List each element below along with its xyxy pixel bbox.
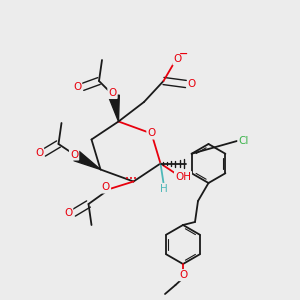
Text: O: O xyxy=(64,208,72,218)
Text: •••: ••• xyxy=(124,176,136,182)
Text: O: O xyxy=(147,128,156,139)
Text: O: O xyxy=(35,148,43,158)
Text: Cl: Cl xyxy=(238,136,249,146)
Text: O: O xyxy=(173,54,182,64)
Polygon shape xyxy=(109,95,119,122)
Text: H: H xyxy=(160,184,167,194)
Text: −: − xyxy=(179,49,188,59)
Text: OH: OH xyxy=(175,172,191,182)
Text: O: O xyxy=(179,270,187,280)
Text: O: O xyxy=(70,149,78,160)
Polygon shape xyxy=(74,151,100,169)
Text: O: O xyxy=(73,82,81,92)
Text: O: O xyxy=(102,182,110,193)
Text: O: O xyxy=(108,88,117,98)
Text: O: O xyxy=(188,79,196,89)
